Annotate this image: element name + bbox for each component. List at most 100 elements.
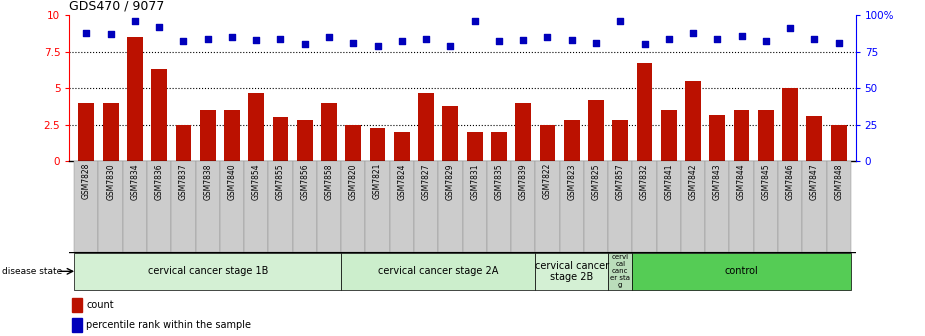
Point — [709, 36, 724, 41]
Bar — [685, 81, 701, 161]
Bar — [536, 253, 608, 290]
Point — [661, 36, 676, 41]
Bar — [633, 161, 657, 252]
Point — [249, 37, 264, 43]
Bar — [370, 128, 386, 161]
Bar — [783, 88, 798, 161]
Bar — [248, 93, 265, 161]
Text: GDS470 / 9077: GDS470 / 9077 — [69, 0, 165, 12]
Bar — [778, 161, 802, 252]
Text: cervical cancer stage 1B: cervical cancer stage 1B — [147, 266, 268, 276]
Bar — [341, 161, 365, 252]
Bar — [74, 161, 98, 252]
Bar — [220, 161, 244, 252]
Bar — [462, 161, 487, 252]
Point — [564, 37, 579, 43]
Bar — [705, 161, 730, 252]
Bar — [414, 161, 438, 252]
Bar — [709, 115, 725, 161]
Bar — [123, 161, 147, 252]
Point — [346, 40, 361, 46]
Text: GSM7829: GSM7829 — [446, 163, 455, 200]
Text: GSM7858: GSM7858 — [325, 163, 334, 200]
Text: GSM7842: GSM7842 — [688, 163, 697, 200]
Point — [758, 39, 773, 44]
Point — [297, 42, 312, 47]
Text: GSM7823: GSM7823 — [567, 163, 576, 200]
Bar — [438, 161, 462, 252]
Text: GSM7857: GSM7857 — [616, 163, 624, 200]
Bar — [802, 161, 827, 252]
Text: cervical cancer stage 2A: cervical cancer stage 2A — [378, 266, 499, 276]
Point — [685, 30, 700, 35]
Bar — [681, 161, 705, 252]
Bar — [539, 125, 555, 161]
Point — [637, 42, 652, 47]
Point — [394, 39, 409, 44]
Bar — [389, 161, 414, 252]
Bar — [321, 103, 337, 161]
Bar — [633, 253, 851, 290]
Bar — [536, 161, 560, 252]
Text: GSM7822: GSM7822 — [543, 163, 552, 200]
Point — [613, 18, 628, 24]
Bar — [588, 100, 604, 161]
Bar — [754, 161, 778, 252]
Bar — [560, 161, 584, 252]
Text: GSM7844: GSM7844 — [737, 163, 746, 200]
Text: GSM7848: GSM7848 — [834, 163, 844, 200]
Bar — [831, 125, 846, 161]
Bar — [72, 298, 81, 312]
Text: GSM7827: GSM7827 — [422, 163, 431, 200]
Text: GSM7821: GSM7821 — [373, 163, 382, 200]
Bar — [345, 125, 361, 161]
Text: GSM7856: GSM7856 — [301, 163, 309, 200]
Bar — [224, 110, 240, 161]
Point — [322, 34, 337, 40]
Point — [370, 43, 385, 48]
Bar — [442, 106, 458, 161]
Point — [273, 36, 288, 41]
Point — [832, 40, 846, 46]
Text: count: count — [87, 300, 114, 310]
Text: GSM7846: GSM7846 — [785, 163, 795, 200]
Point — [783, 26, 797, 31]
Bar — [584, 161, 608, 252]
Text: GSM7847: GSM7847 — [810, 163, 819, 200]
Text: GSM7834: GSM7834 — [130, 163, 140, 200]
Text: GSM7837: GSM7837 — [179, 163, 188, 200]
Bar — [152, 69, 167, 161]
Text: GSM7845: GSM7845 — [761, 163, 771, 200]
Text: cervical cancer
stage 2B: cervical cancer stage 2B — [535, 260, 609, 282]
Text: GSM7830: GSM7830 — [106, 163, 115, 200]
Text: cervi
cal
canc
er sta
g: cervi cal canc er sta g — [610, 254, 630, 288]
Point — [419, 36, 434, 41]
Text: GSM7832: GSM7832 — [640, 163, 649, 200]
Bar — [176, 125, 191, 161]
Point — [79, 30, 93, 35]
Text: GSM7841: GSM7841 — [664, 163, 673, 200]
Text: GSM7854: GSM7854 — [252, 163, 261, 200]
Bar — [734, 110, 749, 161]
Bar — [244, 161, 268, 252]
Bar — [147, 161, 171, 252]
Bar — [72, 318, 81, 332]
Bar — [608, 161, 633, 252]
Point — [540, 34, 555, 40]
Bar — [317, 161, 341, 252]
Bar — [827, 161, 851, 252]
Text: GSM7824: GSM7824 — [398, 163, 406, 200]
Bar — [127, 37, 142, 161]
Point — [176, 39, 191, 44]
Bar — [467, 132, 483, 161]
Text: GSM7838: GSM7838 — [204, 163, 212, 200]
Text: GSM7835: GSM7835 — [494, 163, 503, 200]
Bar — [418, 93, 434, 161]
Text: GSM7820: GSM7820 — [349, 163, 358, 200]
Point — [491, 39, 506, 44]
Text: percentile rank within the sample: percentile rank within the sample — [87, 321, 252, 330]
Text: GSM7839: GSM7839 — [519, 163, 527, 200]
Bar — [491, 132, 507, 161]
Bar — [660, 110, 677, 161]
Bar — [74, 253, 341, 290]
